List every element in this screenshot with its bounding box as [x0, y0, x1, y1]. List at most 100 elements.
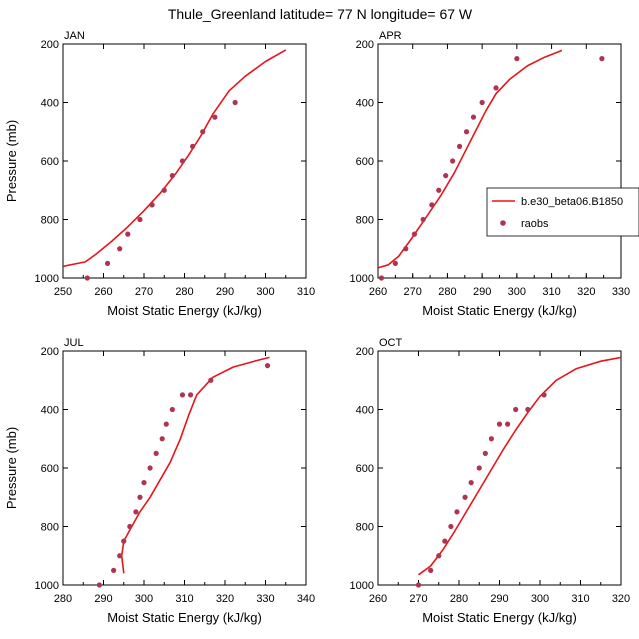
plot-frame: [377, 350, 622, 586]
x-tick-label: 320: [216, 593, 234, 605]
raobs-point: [429, 202, 435, 208]
x-tick-label: 320: [612, 593, 630, 605]
panel-oct: 260 270 280 290 300 310 320 200 400 600 800 1000 OCT…: [350, 337, 631, 625]
y-tick-label: 1000: [35, 580, 59, 592]
raobs-point: [232, 99, 238, 106]
raobs-point: [264, 363, 271, 369]
y-tick-label: 400: [356, 405, 374, 417]
x-tick-label: 330: [256, 593, 274, 605]
raobs-point: [179, 392, 186, 398]
plot-frame: [377, 43, 622, 279]
y-tick-label: 800: [356, 215, 374, 227]
y-tick-label: 600: [356, 156, 374, 168]
y-tick-label: 200: [356, 39, 374, 51]
legend-box: [486, 187, 639, 237]
x-tick-label: 290: [94, 593, 112, 605]
raobs-point: [479, 99, 485, 106]
raobs-point: [378, 275, 385, 281]
raobs-point: [468, 480, 474, 486]
x-tick-label: 310: [542, 286, 560, 298]
x-axis-label: Moist Static Energy (kJ/kg): [422, 303, 577, 318]
figure-title: Thule_Greenland latitude= 77 N longitude…: [168, 6, 473, 22]
x-axis-label: Moist Static Energy (kJ/kg): [107, 610, 262, 625]
y-axis-label: Pressure (mb): [4, 120, 19, 202]
raobs-point: [505, 421, 511, 427]
y-tick-label: 1000: [350, 273, 374, 285]
x-tick-label: 300: [508, 286, 526, 298]
raobs-point: [127, 523, 133, 530]
raobs-point: [525, 406, 531, 413]
y-tick-label: 600: [356, 463, 374, 475]
raobs-point: [141, 480, 147, 486]
raobs-point: [456, 143, 463, 149]
x-tick-label: 280: [438, 286, 456, 298]
raobs-point: [137, 494, 143, 500]
x-tick-label: 270: [135, 286, 153, 298]
raobs-point: [200, 129, 206, 135]
y-tick-label: 200: [356, 346, 374, 358]
model-profile-line: [120, 356, 270, 574]
raobs-point: [96, 582, 103, 588]
x-tick-label: 270: [409, 593, 427, 605]
y-tick-label: 800: [356, 522, 374, 534]
y-tick-label: 800: [41, 522, 59, 534]
y-tick-label: 400: [356, 98, 374, 110]
raobs-point: [212, 114, 218, 120]
raobs-point: [392, 260, 398, 266]
raobs-point: [104, 260, 111, 266]
model-profile-line: [418, 356, 621, 576]
raobs-point: [450, 158, 456, 164]
raobs-point: [411, 231, 418, 237]
x-tick-label: 310: [297, 286, 315, 298]
raobs-point: [117, 553, 123, 559]
raobs-point: [159, 436, 165, 442]
panels-container: 250 260 270 280 290 300 310 200 400 600 800 1000 JAN…: [4, 30, 630, 625]
raobs-point: [190, 143, 196, 149]
raobs-point: [476, 465, 482, 471]
x-tick-label: 280: [54, 593, 72, 605]
x-tick-label: 340: [297, 593, 315, 605]
x-tick-label: 290: [473, 286, 491, 298]
raobs-point: [442, 538, 448, 544]
x-tick-label: 250: [54, 286, 72, 298]
raobs-point: [125, 231, 131, 237]
raobs-point: [463, 129, 470, 135]
raobs-point: [153, 450, 159, 456]
raobs-point: [415, 582, 422, 588]
x-tick-label: 290: [490, 593, 508, 605]
x-tick-label: 280: [175, 286, 193, 298]
panel-label: OCT: [379, 337, 403, 349]
raobs-point: [462, 494, 468, 500]
raobs-point: [420, 216, 426, 223]
y-tick-label: 200: [41, 39, 59, 51]
x-tick-label: 300: [531, 593, 549, 605]
y-tick-label: 400: [41, 405, 59, 417]
raobs-point: [436, 553, 442, 559]
raobs-point: [179, 158, 186, 164]
y-axis-label: Pressure (mb): [4, 427, 19, 509]
raobs-point: [454, 509, 460, 515]
raobs-point: [488, 436, 494, 442]
y-tick-label: 600: [41, 463, 59, 475]
x-tick-label: 270: [404, 286, 422, 298]
raobs-point: [163, 421, 169, 427]
raobs-point: [443, 173, 449, 179]
x-tick-label: 320: [577, 286, 595, 298]
model-profile-line: [63, 49, 287, 268]
panel-jan: 250 260 270 280 290 300 310 200 400 600 800 1000 JAN…: [4, 30, 315, 318]
raobs-point: [541, 392, 547, 398]
raobs-point: [133, 509, 139, 515]
raobs-point: [208, 377, 214, 383]
x-axis-label: Moist Static Energy (kJ/kg): [422, 610, 577, 625]
y-tick-label: 1000: [35, 273, 59, 285]
panel-label: JAN: [64, 30, 85, 42]
panel-apr: 260 270 280 290 300 310 320 330 200 400 600 800 1000…: [350, 30, 631, 318]
x-tick-label: 260: [369, 286, 387, 298]
raobs-point: [169, 173, 175, 179]
y-tick-label: 800: [41, 215, 59, 227]
x-tick-label: 300: [256, 286, 274, 298]
legend-marker-swatch: [500, 220, 506, 226]
y-tick-label: 400: [41, 98, 59, 110]
x-tick-label: 330: [612, 286, 630, 298]
